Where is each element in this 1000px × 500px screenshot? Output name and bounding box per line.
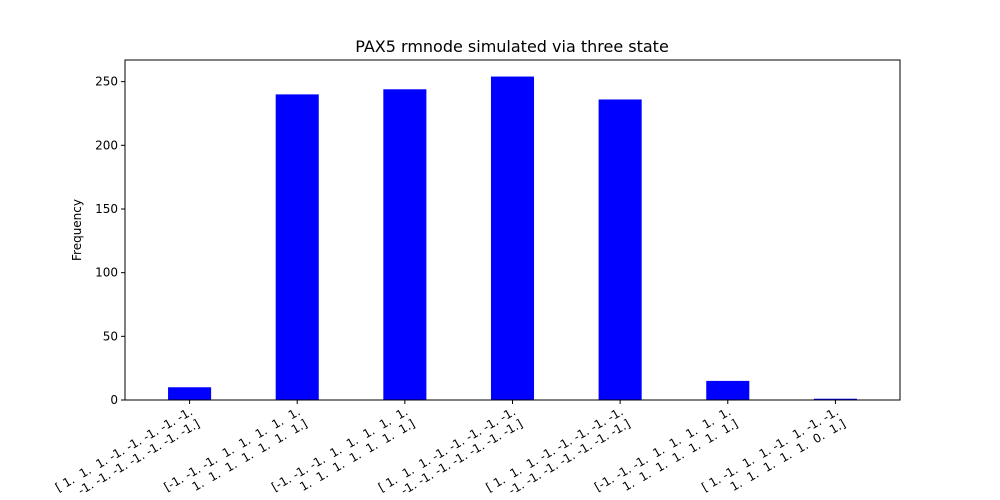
bar-2 <box>383 89 427 400</box>
plot-frame <box>124 59 901 401</box>
bar-4 <box>598 99 642 401</box>
y-axis: 0 50 100 150 200 250 <box>95 75 125 407</box>
bar-5 <box>706 380 750 400</box>
y-tick-label-0: 0 <box>110 393 118 407</box>
y-axis-label: Frequency <box>70 199 84 261</box>
chart-title: PAX5 rmnode simulated via three state <box>355 37 669 56</box>
y-tick-label-1: 50 <box>103 329 118 343</box>
bar-0 <box>168 387 212 400</box>
bars-group <box>168 76 857 401</box>
y-tick-label-3: 150 <box>95 202 118 216</box>
y-tick-label-4: 200 <box>95 138 118 152</box>
bar-3 <box>490 76 535 400</box>
y-tick-label-2: 100 <box>95 266 118 280</box>
bar-6 <box>813 398 857 400</box>
bar-1 <box>275 94 319 400</box>
y-tick-label-5: 250 <box>95 75 118 89</box>
x-axis: [ 1. 1. 1. -1. -1. -1. -1. -1. -1. -1. -… <box>53 400 848 500</box>
